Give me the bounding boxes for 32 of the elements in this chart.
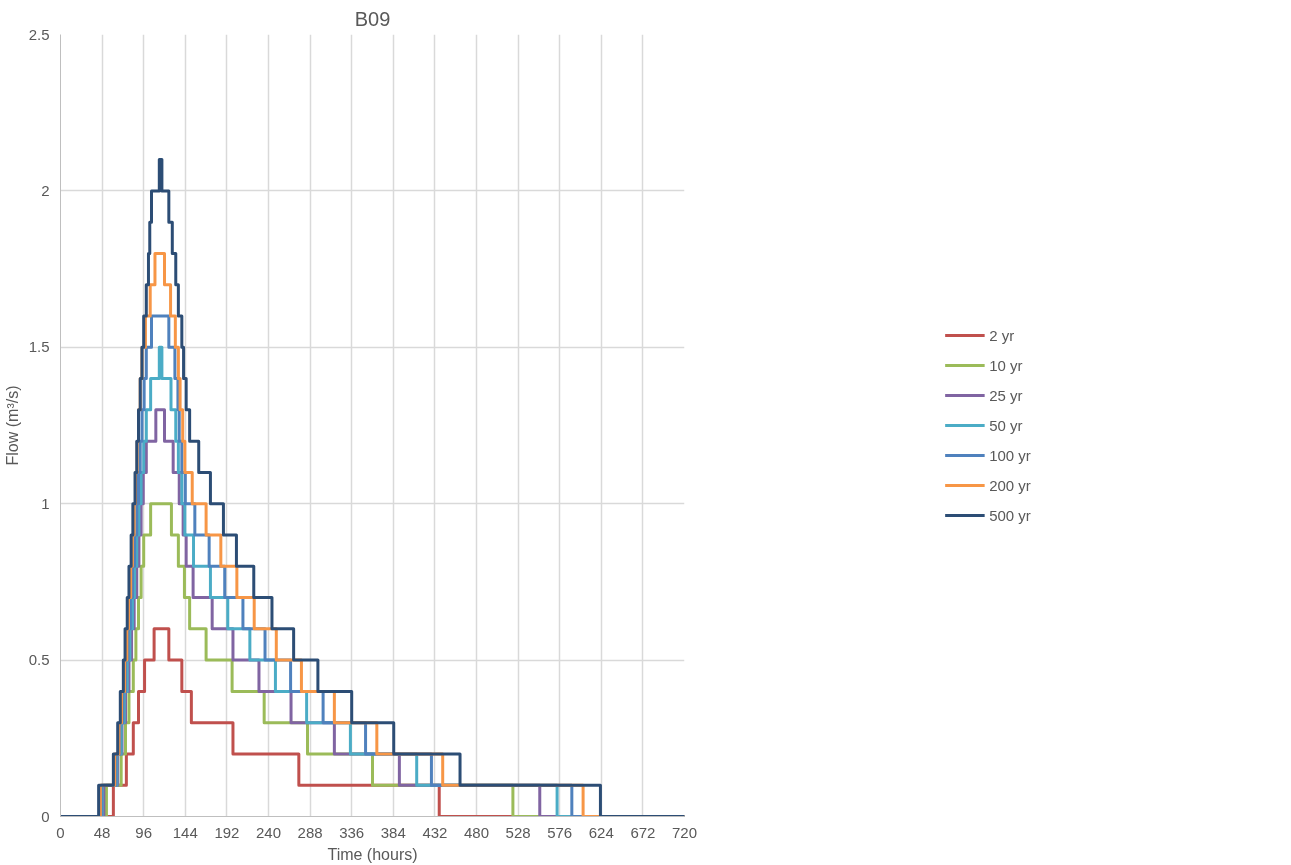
chart-title: B09 (354, 7, 391, 30)
x-tick-label: 576 (547, 823, 573, 841)
x-tick-label: 144 (172, 823, 198, 841)
y-tick-label: 1 (41, 494, 50, 512)
y-tick-label: 1.5 (28, 338, 50, 356)
y-tick-label: 2.5 (28, 25, 50, 43)
x-tick-label: 720 (671, 823, 698, 841)
x-tick-label: 336 (339, 823, 365, 841)
x-tick-label: 288 (297, 823, 323, 841)
y-axis-title: Flow (m³/s) (3, 385, 21, 466)
x-tick-label: 240 (255, 823, 282, 841)
y-tick-label: 0.5 (28, 651, 50, 669)
legend-label: 200 yr (989, 476, 1031, 494)
x-tick-label: 96 (135, 823, 153, 841)
legend-label: 2 yr (989, 326, 1015, 344)
x-tick-label: 0 (56, 823, 65, 841)
x-tick-label: 624 (588, 823, 614, 841)
x-tick-label: 192 (214, 823, 240, 841)
legend-label: 25 yr (989, 386, 1023, 404)
x-tick-label: 384 (380, 823, 406, 841)
legend-label: 100 yr (989, 446, 1031, 464)
x-axis-title: Time (hours) (327, 845, 418, 863)
x-tick-label: 672 (630, 823, 656, 841)
y-tick-label: 2 (41, 181, 50, 199)
legend-label: 500 yr (989, 506, 1031, 524)
x-tick-label: 528 (505, 823, 531, 841)
x-tick-label: 480 (463, 823, 490, 841)
legend-label: 10 yr (989, 356, 1023, 374)
x-tick-label: 48 (93, 823, 111, 841)
y-tick-label: 0 (41, 807, 50, 825)
x-tick-label: 432 (422, 823, 448, 841)
legend-label: 50 yr (989, 416, 1023, 434)
